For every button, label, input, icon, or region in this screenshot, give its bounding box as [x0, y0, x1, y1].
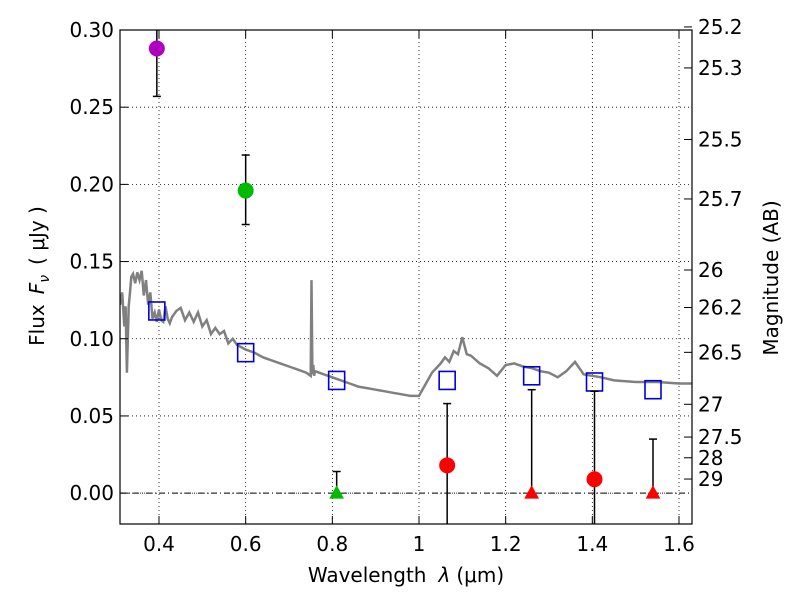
plot-background — [120, 30, 692, 524]
x-axis-title: Wavelength λ (μm) — [308, 563, 504, 587]
x-axis-title-main: Wavelength — [308, 563, 427, 587]
right-tick-label: 26.5 — [698, 340, 743, 364]
y-tick-label: 0.20 — [69, 172, 114, 196]
y-axis-ticks: 0.00 0.05 0.10 0.15 0.20 0.25 0.30 — [69, 18, 128, 505]
y-tick-label: 0.15 — [69, 250, 114, 274]
model-flux-square — [438, 370, 456, 391]
right-tick-label: 29 — [698, 467, 723, 491]
model-flux-square — [522, 365, 541, 386]
x-tick-label: 0.6 — [230, 532, 262, 556]
observed-points — [148, 40, 661, 499]
x-axis-ticks: 0.4 0.6 0.8 1 1.2 1.4 1.6 — [143, 30, 695, 556]
model-photometry — [148, 301, 662, 400]
y-tick-label: 0.25 — [69, 95, 114, 119]
right-axis-title: Magnitude (AB) — [759, 200, 783, 355]
model-flux-square — [236, 342, 255, 363]
right-tick-label: 25.7 — [698, 187, 743, 211]
upper-limit-J — [524, 485, 540, 499]
right-tick-label: 27.5 — [698, 425, 743, 449]
x-tick-label: 0.8 — [316, 532, 348, 556]
plot-frame — [119, 29, 693, 525]
y-axis-subscript: ν — [37, 275, 53, 283]
upper-limit-z — [329, 485, 345, 499]
plot-area — [120, 30, 692, 524]
x-tick-label: 1.6 — [663, 532, 695, 556]
right-tick-label: 25.3 — [698, 56, 743, 80]
upper-limit-H — [645, 485, 661, 499]
flux-point-B — [148, 40, 165, 57]
right-tick-label: 26 — [698, 258, 723, 282]
right-tick-label: 28 — [698, 446, 723, 470]
y-axis-title: Flux Fν ( μJy ) — [25, 206, 53, 346]
x-tick-label: 1.2 — [490, 532, 522, 556]
y-axis-title-main: Flux — [25, 304, 49, 346]
model-flux-square — [327, 370, 346, 391]
flux-point-V — [237, 182, 254, 199]
right-tick-label: 27 — [698, 392, 723, 416]
y-axis-unit: ( μJy ) — [25, 206, 49, 265]
y-axis-symbol: F — [25, 282, 49, 294]
y-tick-label: 0.30 — [69, 18, 114, 42]
x-tick-label: 1 — [413, 532, 426, 556]
y-tick-label: 0.05 — [69, 404, 114, 428]
x-tick-label: 0.4 — [143, 532, 175, 556]
x-tick-label: 1.4 — [576, 532, 608, 556]
x-axis-symbol: λ — [438, 563, 451, 587]
y-tick-label: 0.10 — [69, 327, 114, 351]
x-axis-unit: (μm) — [456, 563, 504, 587]
model-flux-square — [148, 301, 166, 321]
right-tick-label: 25.5 — [698, 127, 743, 151]
y-tick-label: 0.00 — [69, 481, 114, 505]
flux-point-JH — [586, 471, 603, 488]
right-tick-label: 26.2 — [698, 296, 743, 320]
flux-point-Y — [439, 457, 456, 474]
right-tick-label: 25.2 — [698, 15, 743, 39]
model-flux-square — [644, 379, 662, 400]
